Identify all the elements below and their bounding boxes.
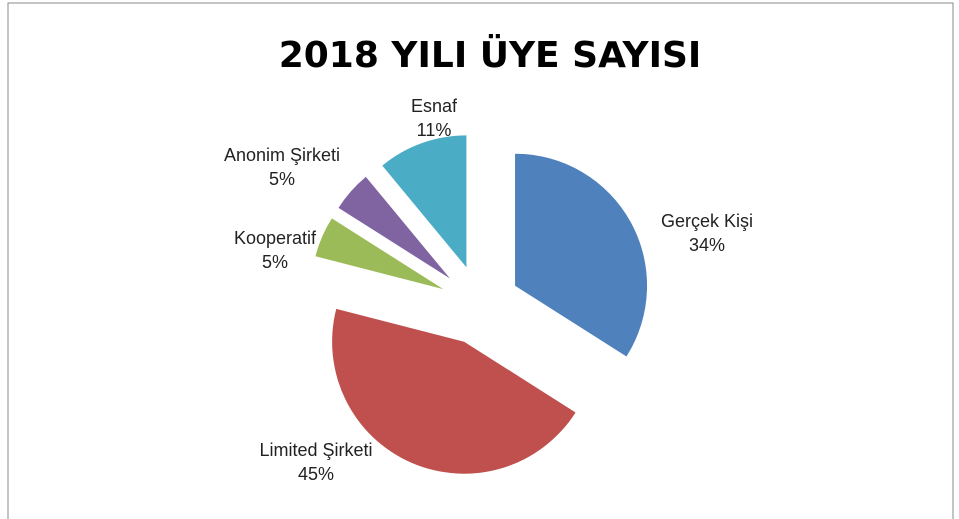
chart-title: 2018 YILI ÜYE SAYISI [279, 34, 702, 76]
slice-value-label: 11% [417, 120, 452, 140]
slice-value-label: 34% [689, 235, 725, 255]
slice-value-label: 45% [298, 464, 334, 484]
slice-category-label: Kooperatif [234, 228, 317, 248]
pie-slice [382, 135, 467, 268]
slice-category-label: Esnaf [411, 96, 458, 116]
slice-category-label: Anonim Şirketi [224, 145, 340, 165]
slice-category-label: Limited Şirketi [259, 440, 372, 460]
pie-slice [315, 218, 444, 290]
pie-slice [332, 308, 576, 474]
slice-value-label: 5% [262, 252, 288, 272]
slice-value-label: 5% [269, 169, 295, 189]
slice-category-label: Gerçek Kişi [661, 211, 753, 231]
pie-slice [515, 153, 648, 357]
pie-slice [338, 176, 450, 279]
